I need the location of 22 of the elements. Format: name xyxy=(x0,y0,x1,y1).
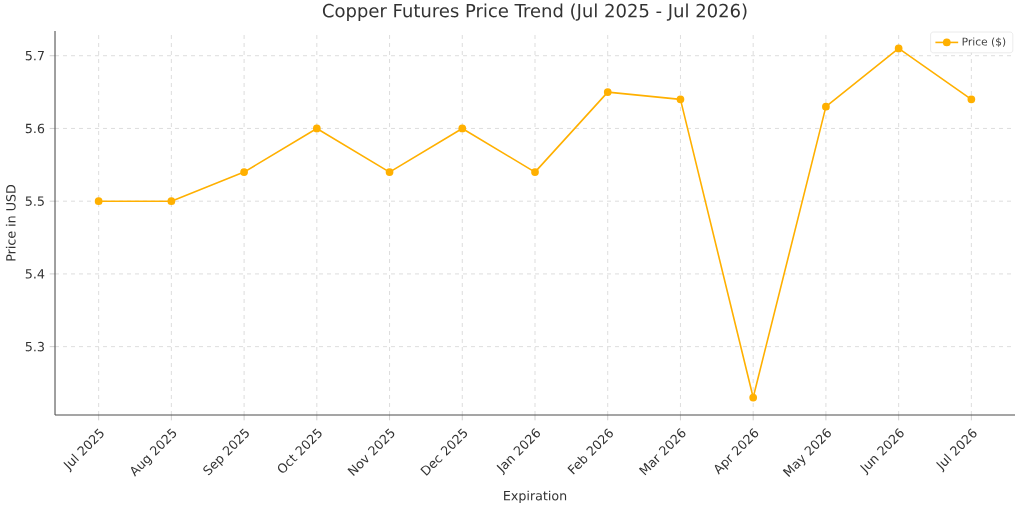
x-axis-title: Expiration xyxy=(504,490,567,503)
point xyxy=(385,168,394,176)
point xyxy=(240,168,248,176)
y-tick-label: 5.4 xyxy=(25,269,45,279)
point xyxy=(603,88,612,96)
y-tick-label: 5.3 xyxy=(25,341,44,352)
point xyxy=(531,168,539,176)
point xyxy=(822,102,830,111)
y-axis-title: Price in USD xyxy=(5,184,16,261)
y-tick-label: 5.5 xyxy=(25,196,44,206)
point xyxy=(458,124,467,133)
y-tick-label: 5.6 xyxy=(25,123,45,134)
chart-title: Copper Futures Price Trend (Jul 2025 - Jul 2026) xyxy=(322,3,747,21)
point xyxy=(676,95,685,104)
point xyxy=(312,124,321,133)
point xyxy=(94,197,103,206)
y-tick-label: 5.7 xyxy=(25,51,44,61)
point xyxy=(167,197,176,206)
point xyxy=(749,393,758,402)
point xyxy=(894,44,903,53)
legend-label: Price ($) xyxy=(962,37,1006,48)
point xyxy=(967,95,976,104)
